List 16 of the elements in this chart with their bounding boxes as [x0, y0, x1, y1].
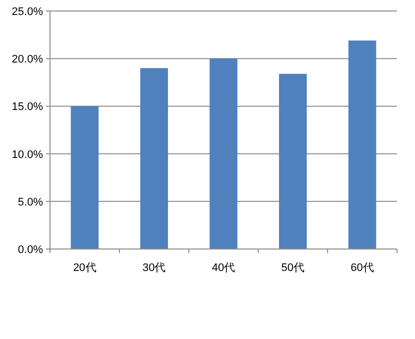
bar	[210, 58, 238, 249]
bar	[70, 106, 99, 249]
y-tick-label: 20.0%	[12, 54, 44, 66]
y-tick-label: 25.0%	[12, 6, 44, 18]
x-tick-label: 30代	[142, 262, 166, 274]
y-tick-label: 0.0%	[18, 244, 44, 256]
x-tick-label: 20代	[73, 262, 96, 274]
y-tick-label: 5.0%	[18, 196, 44, 208]
bar	[279, 74, 307, 249]
y-tick-label: 10.0%	[12, 148, 44, 161]
y-tick-label: 15.0%	[12, 101, 44, 114]
bar	[140, 68, 168, 249]
x-tick-label: 50代	[281, 262, 305, 274]
bar	[348, 40, 376, 249]
x-tick-label: 40代	[212, 262, 236, 274]
x-tick-label: 60代	[350, 262, 374, 274]
